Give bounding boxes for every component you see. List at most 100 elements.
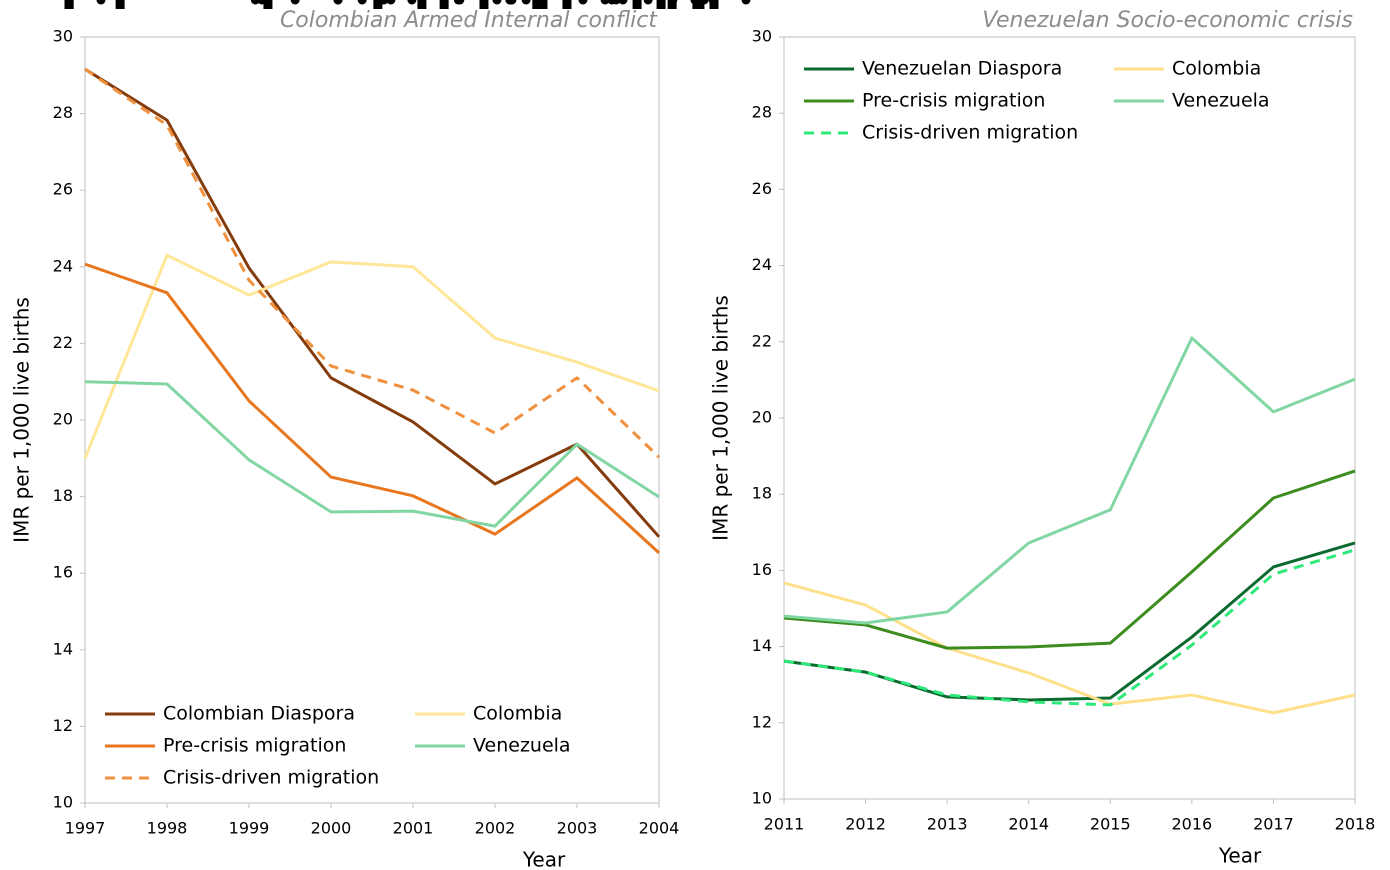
series-line [84, 67, 661, 538]
marker [505, 0, 515, 5]
y-tick-label: 30 [752, 27, 772, 46]
y-tick-label: 20 [752, 408, 772, 427]
marker [538, 0, 548, 5]
marker [386, 0, 396, 5]
x-tick-label: 2001 [393, 819, 434, 838]
y-tick-label: 16 [53, 563, 73, 582]
y-tick-label: 24 [752, 255, 772, 274]
legend-label: Pre-crisis migration [862, 90, 1045, 112]
marker [64, 0, 74, 5]
marker [668, 0, 678, 5]
marker [632, 0, 642, 9]
marker [656, 0, 666, 9]
y-tick-label: 12 [53, 716, 73, 735]
x-tick-label: 2013 [927, 815, 968, 834]
x-tick-label: 2012 [845, 815, 886, 834]
marker [607, 0, 617, 5]
legend-label: Pre-crisis migration [163, 735, 346, 757]
y-tick-label: 18 [752, 484, 772, 503]
marker [690, 0, 700, 5]
y-tick-label: 30 [53, 27, 73, 46]
marker [492, 0, 502, 5]
legend-label: Venezuela [473, 735, 571, 757]
y-tick-label: 28 [53, 103, 73, 122]
legend-label: Venezuela [1172, 90, 1270, 112]
marker [618, 0, 628, 5]
marker [439, 0, 449, 5]
series-line [84, 67, 661, 459]
y-tick-label: 22 [752, 331, 772, 350]
legend-label: Colombia [473, 703, 562, 725]
marker [262, 0, 272, 5]
y-tick-label: 18 [53, 486, 73, 505]
series-line [83, 253, 660, 459]
plot-frame [783, 36, 1356, 800]
x-tick-label: 2017 [1253, 815, 1294, 834]
x-tick-label: 1998 [147, 819, 188, 838]
x-tick-label: 2003 [557, 819, 598, 838]
legend-label: Crisis-driven migration [862, 122, 1078, 144]
legend-label: Venezuelan Diaspora [862, 58, 1062, 80]
x-tick-label: 2014 [1008, 815, 1049, 834]
series-line [783, 581, 1356, 715]
marker [333, 0, 343, 5]
legend-label: Colombia [1172, 58, 1261, 80]
marker [479, 0, 489, 9]
y-tick-label: 14 [53, 639, 73, 658]
y-tick-label: 26 [752, 179, 772, 198]
marker [578, 0, 588, 5]
legend-label: Colombian Diaspora [163, 703, 355, 725]
series-line [783, 548, 1356, 707]
marker [373, 0, 383, 9]
series-line [783, 469, 1356, 650]
marker [532, 0, 542, 9]
x-tick-label: 1997 [65, 819, 106, 838]
y-tick-label: 20 [53, 410, 73, 429]
plot-frame [84, 36, 660, 804]
legend-label: Crisis-driven migration [163, 767, 379, 789]
marker [455, 0, 465, 5]
y-tick-label: 12 [752, 712, 772, 731]
marker [741, 0, 751, 5]
marker [708, 0, 718, 5]
x-tick-label: 2016 [1171, 815, 1212, 834]
x-tick-label: 2015 [1090, 815, 1131, 834]
y-tick-label: 10 [752, 789, 772, 808]
marker [263, 0, 273, 9]
marker [699, 0, 709, 5]
x-tick-label: 2000 [311, 819, 352, 838]
marker [643, 0, 653, 5]
marker [521, 0, 531, 5]
marker [600, 0, 610, 5]
marker [407, 0, 417, 5]
y-tick-label: 26 [53, 180, 73, 199]
x-tick-label: 2004 [639, 819, 680, 838]
x-axis-label: Year [522, 848, 566, 870]
x-tick-label: 2011 [764, 815, 805, 834]
marker [115, 0, 125, 9]
y-axis-label: IMR per 1,000 live births [10, 297, 34, 543]
x-tick-label: 2002 [475, 819, 516, 838]
y-tick-label: 16 [752, 560, 772, 579]
y-tick-label: 22 [53, 333, 73, 352]
marker [290, 0, 300, 5]
x-tick-label: 1999 [229, 819, 270, 838]
marker [357, 0, 367, 5]
y-tick-label: 28 [752, 103, 772, 122]
chart-title: Colombian Armed Internal conflict [280, 8, 658, 33]
series-line [783, 336, 1356, 625]
series-line [783, 541, 1356, 702]
y-tick-label: 14 [752, 636, 772, 655]
marker [562, 0, 572, 9]
marker [693, 0, 703, 9]
series-line [84, 262, 661, 555]
marker [417, 0, 427, 9]
marker [374, 0, 384, 5]
x-tick-label: 2018 [1335, 815, 1376, 834]
marker [96, 0, 106, 5]
y-tick-label: 24 [53, 256, 73, 275]
y-axis-label: IMR per 1,000 live births [709, 295, 733, 541]
chart-title: Venezuelan Socio-economic crisis [982, 8, 1353, 33]
x-axis-label: Year [1218, 844, 1262, 868]
